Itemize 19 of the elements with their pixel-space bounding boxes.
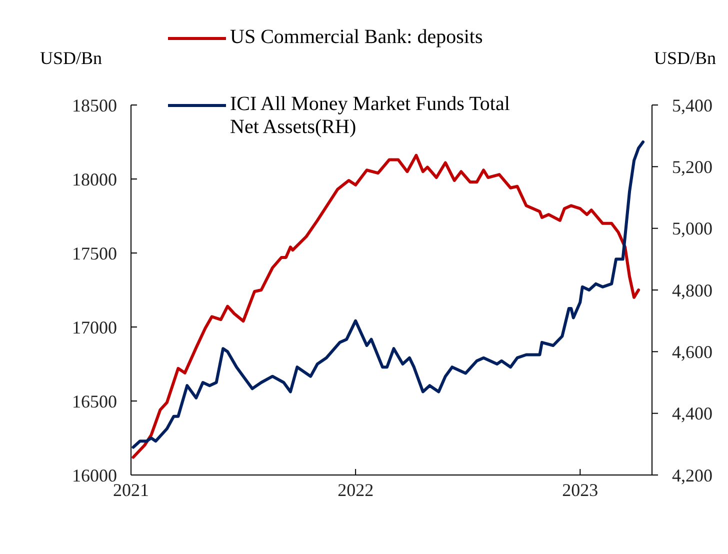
legend-label: US Commercial Bank: deposits: [230, 26, 484, 49]
legend-label: ICI All Money Market Funds Total Net Assets(RH): [230, 93, 511, 139]
x-tick-label: 2022: [338, 480, 374, 500]
y-tick-label: 16000: [72, 465, 117, 486]
y2-tick-label: 4,200: [672, 465, 712, 486]
y-tick-label: 18000: [72, 169, 117, 190]
y2-tick-label: 5,400: [672, 95, 712, 116]
y2-axis-title: USD/Bn: [654, 48, 716, 69]
y-tick-label: 17000: [72, 317, 117, 338]
y-tick-label: 17500: [72, 243, 117, 264]
y2-tick-label: 5,000: [672, 218, 712, 239]
y2-tick-label: 5,200: [672, 157, 712, 178]
y-axis-title: USD/Bn: [40, 48, 102, 69]
y-tick-label: 16500: [72, 391, 117, 412]
y2-tick-label: 4,400: [672, 404, 712, 424]
x-tick-label: 2023: [562, 480, 598, 500]
y-tick-label: 18500: [72, 95, 117, 116]
y2-tick-label: 4,800: [672, 280, 712, 300]
y2-tick-label: 4,600: [672, 342, 712, 362]
